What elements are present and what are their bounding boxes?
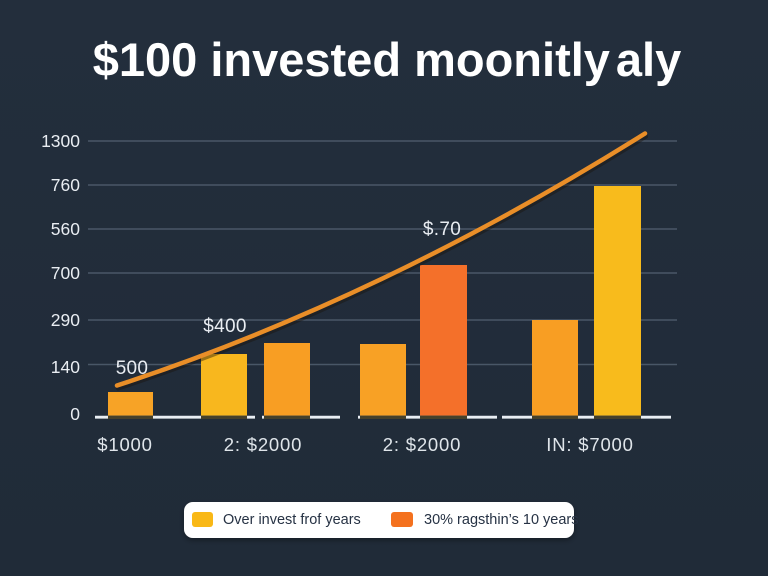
svg-text:0: 0 — [70, 404, 80, 424]
svg-text:1300: 1300 — [41, 131, 80, 151]
svg-text:2: $2000: 2: $2000 — [224, 434, 302, 455]
svg-text:500: 500 — [116, 358, 149, 379]
svg-text:30% ragsthin’s 10 years: 30% ragsthin’s 10 years — [424, 512, 579, 528]
svg-text:140: 140 — [51, 357, 80, 377]
svg-text:IN: $7000: IN: $7000 — [546, 434, 633, 455]
svg-text:560: 560 — [51, 219, 80, 239]
svg-text:2: $2000: 2: $2000 — [383, 434, 461, 455]
svg-text:290: 290 — [51, 310, 80, 330]
svg-text:760: 760 — [51, 175, 80, 195]
svg-text:$400: $400 — [203, 316, 246, 337]
svg-text:$1000: $1000 — [97, 434, 152, 455]
svg-text:Over invest frof years: Over invest frof years — [223, 512, 361, 528]
svg-text:700: 700 — [51, 263, 80, 283]
svg-text:$.70: $.70 — [423, 219, 461, 240]
